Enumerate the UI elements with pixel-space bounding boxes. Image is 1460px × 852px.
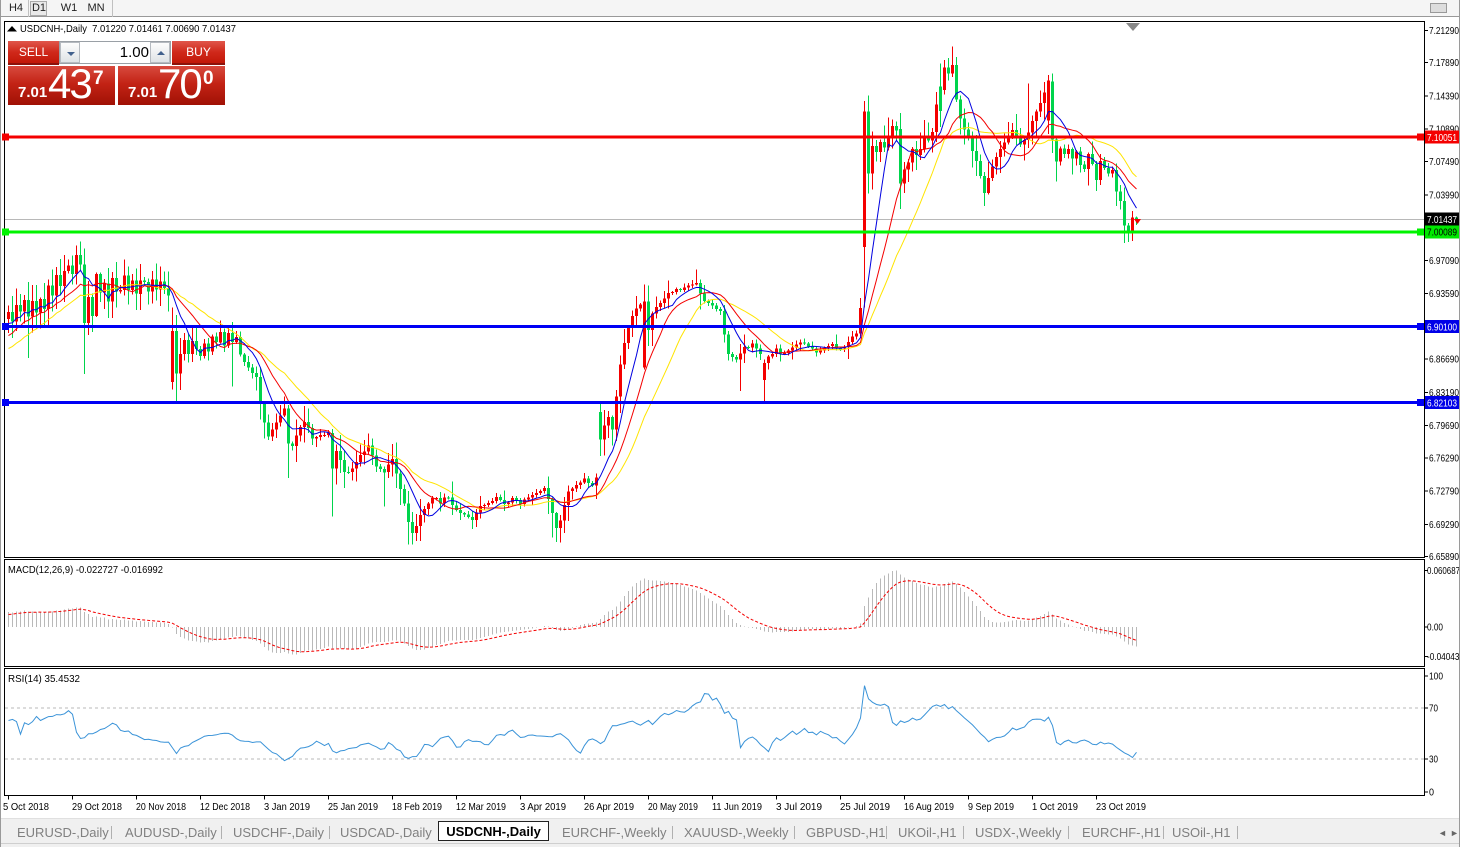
svg-text:7.17890: 7.17890 xyxy=(1429,57,1459,69)
svg-text:6.97090: 6.97090 xyxy=(1429,255,1459,267)
svg-text:7.07490: 7.07490 xyxy=(1429,156,1459,168)
svg-text:16 Aug 2019: 16 Aug 2019 xyxy=(904,801,954,813)
svg-text:3 Jul 2019: 3 Jul 2019 xyxy=(776,801,822,813)
svg-text:0: 0 xyxy=(1429,787,1434,799)
svg-text:MACD(12,26,9) -0.022727 -0.016: MACD(12,26,9) -0.022727 -0.016992 xyxy=(8,564,163,576)
svg-text:6.82103: 6.82103 xyxy=(1427,398,1457,410)
svg-text:RSI(14) 35.4532: RSI(14) 35.4532 xyxy=(8,673,80,685)
svg-text:20 Nov 2018: 20 Nov 2018 xyxy=(136,801,186,813)
svg-text:25 Jul 2019: 25 Jul 2019 xyxy=(840,801,890,813)
svg-text:11 Jun 2019: 11 Jun 2019 xyxy=(712,801,762,813)
svg-text:7.14390: 7.14390 xyxy=(1429,90,1459,102)
svg-text:0.060687: 0.060687 xyxy=(1427,565,1460,577)
svg-text:1 Oct 2019: 1 Oct 2019 xyxy=(1032,801,1078,813)
svg-text:3 Apr 2019: 3 Apr 2019 xyxy=(520,801,566,813)
svg-text:26 Apr 2019: 26 Apr 2019 xyxy=(584,801,634,813)
svg-text:12 Mar 2019: 12 Mar 2019 xyxy=(456,801,506,813)
svg-text:29 Oct 2018: 29 Oct 2018 xyxy=(72,801,122,813)
svg-text:20 May 2019: 20 May 2019 xyxy=(648,801,698,813)
svg-text:6.86690: 6.86690 xyxy=(1429,354,1459,366)
svg-text:6.76290: 6.76290 xyxy=(1429,452,1459,464)
svg-text:30: 30 xyxy=(1429,754,1438,766)
svg-text:6.93590: 6.93590 xyxy=(1429,288,1459,300)
svg-text:7.01437: 7.01437 xyxy=(1427,214,1457,226)
svg-text:5 Oct 2018: 5 Oct 2018 xyxy=(3,801,49,813)
svg-text:USDCNH-,Daily 7.01220 7.01461: USDCNH-,Daily 7.01220 7.01461 7.00690 7.… xyxy=(20,23,236,35)
svg-text:6.79690: 6.79690 xyxy=(1429,420,1459,432)
svg-text:-0.040432: -0.040432 xyxy=(1427,651,1460,663)
svg-text:12 Dec 2018: 12 Dec 2018 xyxy=(200,801,250,813)
svg-text:25 Jan 2019: 25 Jan 2019 xyxy=(328,801,378,813)
svg-text:9 Sep 2019: 9 Sep 2019 xyxy=(968,801,1014,813)
svg-text:70: 70 xyxy=(1429,703,1438,715)
svg-text:3 Jan 2019: 3 Jan 2019 xyxy=(264,801,310,813)
svg-text:7.21290: 7.21290 xyxy=(1429,25,1459,37)
svg-text:18 Feb 2019: 18 Feb 2019 xyxy=(392,801,442,813)
svg-text:6.69290: 6.69290 xyxy=(1429,519,1459,531)
svg-text:0.00: 0.00 xyxy=(1427,622,1443,634)
svg-text:6.90100: 6.90100 xyxy=(1427,322,1457,334)
svg-text:23 Oct 2019: 23 Oct 2019 xyxy=(1096,801,1146,813)
svg-text:7.10051: 7.10051 xyxy=(1427,132,1457,144)
svg-text:6.65890: 6.65890 xyxy=(1429,551,1459,563)
svg-text:100: 100 xyxy=(1429,671,1443,683)
svg-text:7.03990: 7.03990 xyxy=(1429,189,1459,201)
svg-text:6.83190: 6.83190 xyxy=(1429,387,1459,399)
svg-text:7.00089: 7.00089 xyxy=(1427,227,1457,239)
svg-text:6.72790: 6.72790 xyxy=(1429,486,1459,498)
